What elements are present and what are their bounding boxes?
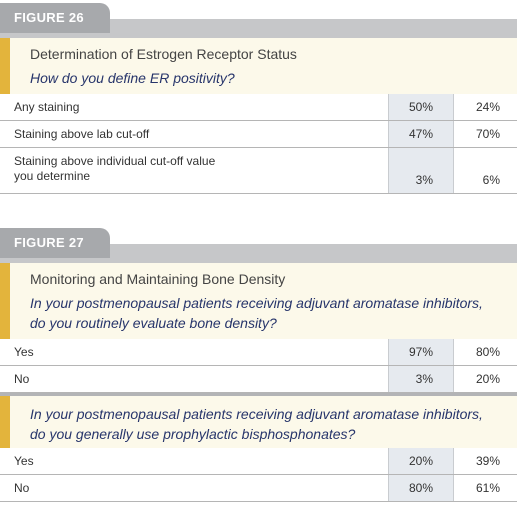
row-label: Yes [14, 345, 34, 359]
figure-label: FIGURE 27 [0, 228, 110, 258]
question: How do you define ER positivity? [30, 70, 235, 86]
value-cell-bg [453, 339, 517, 365]
value: 24% [475, 100, 500, 114]
value-cell-bg [453, 366, 517, 392]
question-panel [0, 263, 517, 339]
row-label: No [14, 372, 30, 386]
table-row [0, 94, 517, 121]
value: 3% [415, 173, 433, 187]
value-cell-bg [453, 148, 517, 193]
value-cell-bg [453, 475, 517, 501]
question: In your postmenopausal patients receivin… [30, 406, 483, 442]
row-label: Any staining [14, 100, 80, 114]
table-row [0, 121, 517, 148]
accent-bar [0, 263, 10, 339]
value-cell-bg [453, 121, 517, 147]
table-row [0, 366, 517, 393]
value: 6% [482, 173, 500, 187]
value: 39% [475, 454, 500, 468]
value-cell-bg [388, 121, 453, 147]
value: 50% [408, 100, 433, 114]
value: 80% [475, 345, 500, 359]
accent-bar [0, 38, 10, 94]
question-panel [0, 38, 517, 94]
row-label: Staining above individual cut-off value … [14, 154, 216, 183]
value: 47% [408, 127, 433, 141]
header-bar [0, 19, 517, 38]
table-row [0, 448, 517, 475]
figure-title: Monitoring and Maintaining Bone Density [30, 271, 286, 287]
figure-label: FIGURE 26 [0, 3, 110, 33]
value-cell-bg [388, 475, 453, 501]
table-row [0, 148, 517, 194]
question-panel [0, 396, 517, 448]
table-row [0, 475, 517, 502]
accent-bar [0, 396, 10, 448]
value: 20% [408, 454, 433, 468]
question: In your postmenopausal patients receivin… [30, 295, 483, 331]
value-cell-bg [388, 448, 453, 474]
value-cell-bg [388, 366, 453, 392]
figure-title: Determination of Estrogen Receptor Statu… [30, 46, 297, 62]
value: 80% [408, 481, 433, 495]
row-label: No [14, 481, 30, 495]
row-label: Staining above lab cut-off [14, 127, 150, 141]
row-label: Yes [14, 454, 34, 468]
separator [0, 393, 517, 396]
value-cell-bg [388, 339, 453, 365]
value-cell-bg [453, 448, 517, 474]
value: 20% [475, 372, 500, 386]
value: 97% [408, 345, 433, 359]
value: 61% [475, 481, 500, 495]
value: 3% [415, 372, 433, 386]
value: 70% [475, 127, 500, 141]
table-row [0, 339, 517, 366]
value-cell-bg [388, 94, 453, 120]
value-cell-bg [388, 148, 453, 193]
value-cell-bg [453, 94, 517, 120]
header-bar [0, 244, 517, 263]
